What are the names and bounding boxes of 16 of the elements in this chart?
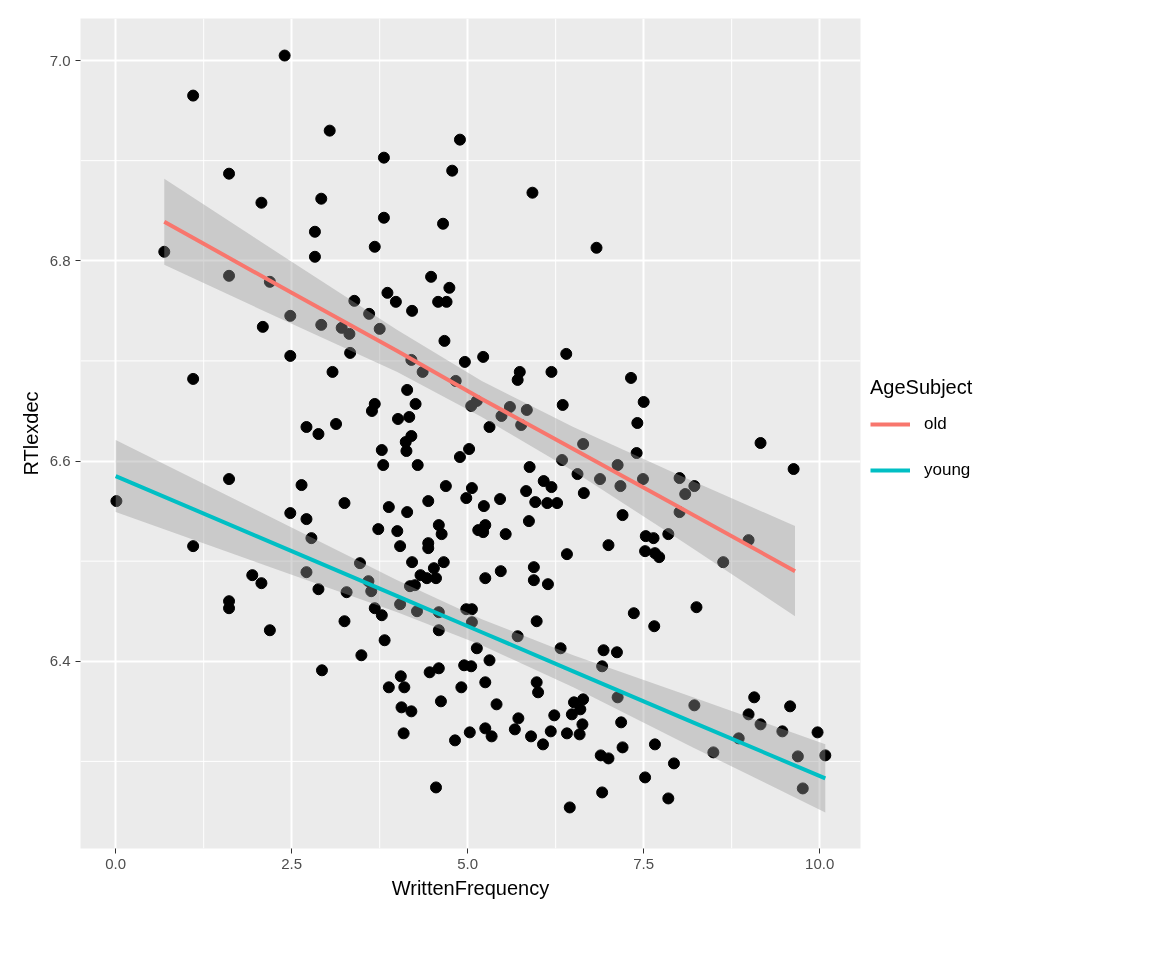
- x-tick-label: 7.5: [633, 854, 655, 872]
- x-axis-title: WrittenFrequency: [391, 876, 550, 899]
- legend-label: young: [924, 460, 971, 480]
- y-tick-label: 6.4: [49, 652, 71, 670]
- x-tick-label: 2.5: [281, 854, 303, 872]
- line-series: [162, 219, 798, 574]
- line-series: [113, 474, 828, 781]
- legend-title: AgeSubject: [870, 376, 973, 399]
- x-tick-label: 0.0: [105, 854, 127, 872]
- y-tick-label: 7.0: [49, 51, 71, 69]
- x-tick-label: 5.0: [457, 854, 479, 872]
- y-tick-label: 6.6: [49, 452, 71, 470]
- x-tick-label: 10.0: [805, 854, 835, 872]
- legend-label: old: [924, 414, 947, 434]
- y-axis-title: RTlexdec: [19, 391, 42, 476]
- y-tick-label: 6.8: [49, 251, 71, 269]
